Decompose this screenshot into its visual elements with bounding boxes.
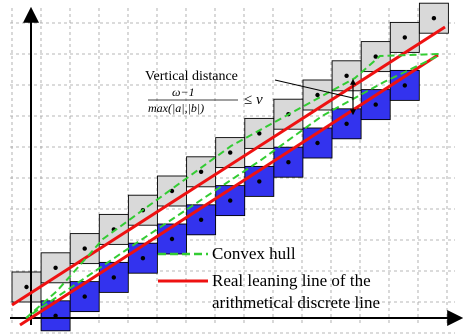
pixel-center-dot	[140, 256, 146, 261]
pixel-center-dot	[373, 102, 378, 107]
legend: Convex hull Real leaning line of the ari…	[158, 244, 380, 312]
annotation-relation: ≤ ν	[244, 92, 263, 108]
pixel-center-dot	[373, 54, 378, 59]
pixel-center-dot	[344, 73, 349, 79]
legend-leaning-line-label-1: Real leaning line of the	[212, 271, 371, 290]
pixel-center-dot	[402, 83, 407, 88]
pixel-center-dot	[257, 179, 262, 184]
pixel-center-dot	[82, 246, 87, 251]
annotation-numerator: ω−1	[172, 85, 195, 99]
pixel-center-dot	[315, 92, 320, 98]
legend-leaning-line-label-2: arithmetical discrete line	[212, 293, 380, 312]
pixel-center-dot	[24, 284, 29, 290]
pixel-center-dot	[198, 217, 204, 222]
convex-hull	[25, 52, 442, 319]
legend-convex-hull-label: Convex hull	[212, 244, 296, 263]
pixel-center-dot	[402, 35, 407, 40]
pixel-center-dot	[257, 131, 262, 136]
pixel-center-dot	[228, 150, 233, 155]
annotation-title: Vertical distance	[145, 69, 238, 84]
lower-leaning-line	[19, 53, 439, 327]
pixel-center-dot	[198, 169, 204, 174]
annotation: Vertical distance ω−1 max(|a|,|b|) ≤ ν	[145, 69, 263, 115]
pixel-center-dot	[169, 236, 175, 242]
pixel-center-dot	[82, 294, 87, 299]
pixel-center-dot	[315, 140, 320, 146]
pixel-center-dot	[344, 121, 349, 127]
gray-pixel-cells	[11, 2, 449, 303]
pixel-center-dot	[111, 275, 117, 280]
pixel-centers	[24, 16, 437, 318]
pixel-center-dot	[53, 313, 58, 318]
upper-leaning-line	[11, 25, 446, 307]
annotation-leader	[274, 79, 354, 99]
pixel-center-dot	[228, 198, 233, 203]
pixel-center-dot	[286, 160, 291, 165]
annotation-denominator: max(|a|,|b|)	[148, 101, 204, 115]
pixel-center-dot	[53, 265, 58, 270]
pixel-center-dot	[169, 188, 175, 194]
pixel-center-dot	[431, 16, 437, 21]
